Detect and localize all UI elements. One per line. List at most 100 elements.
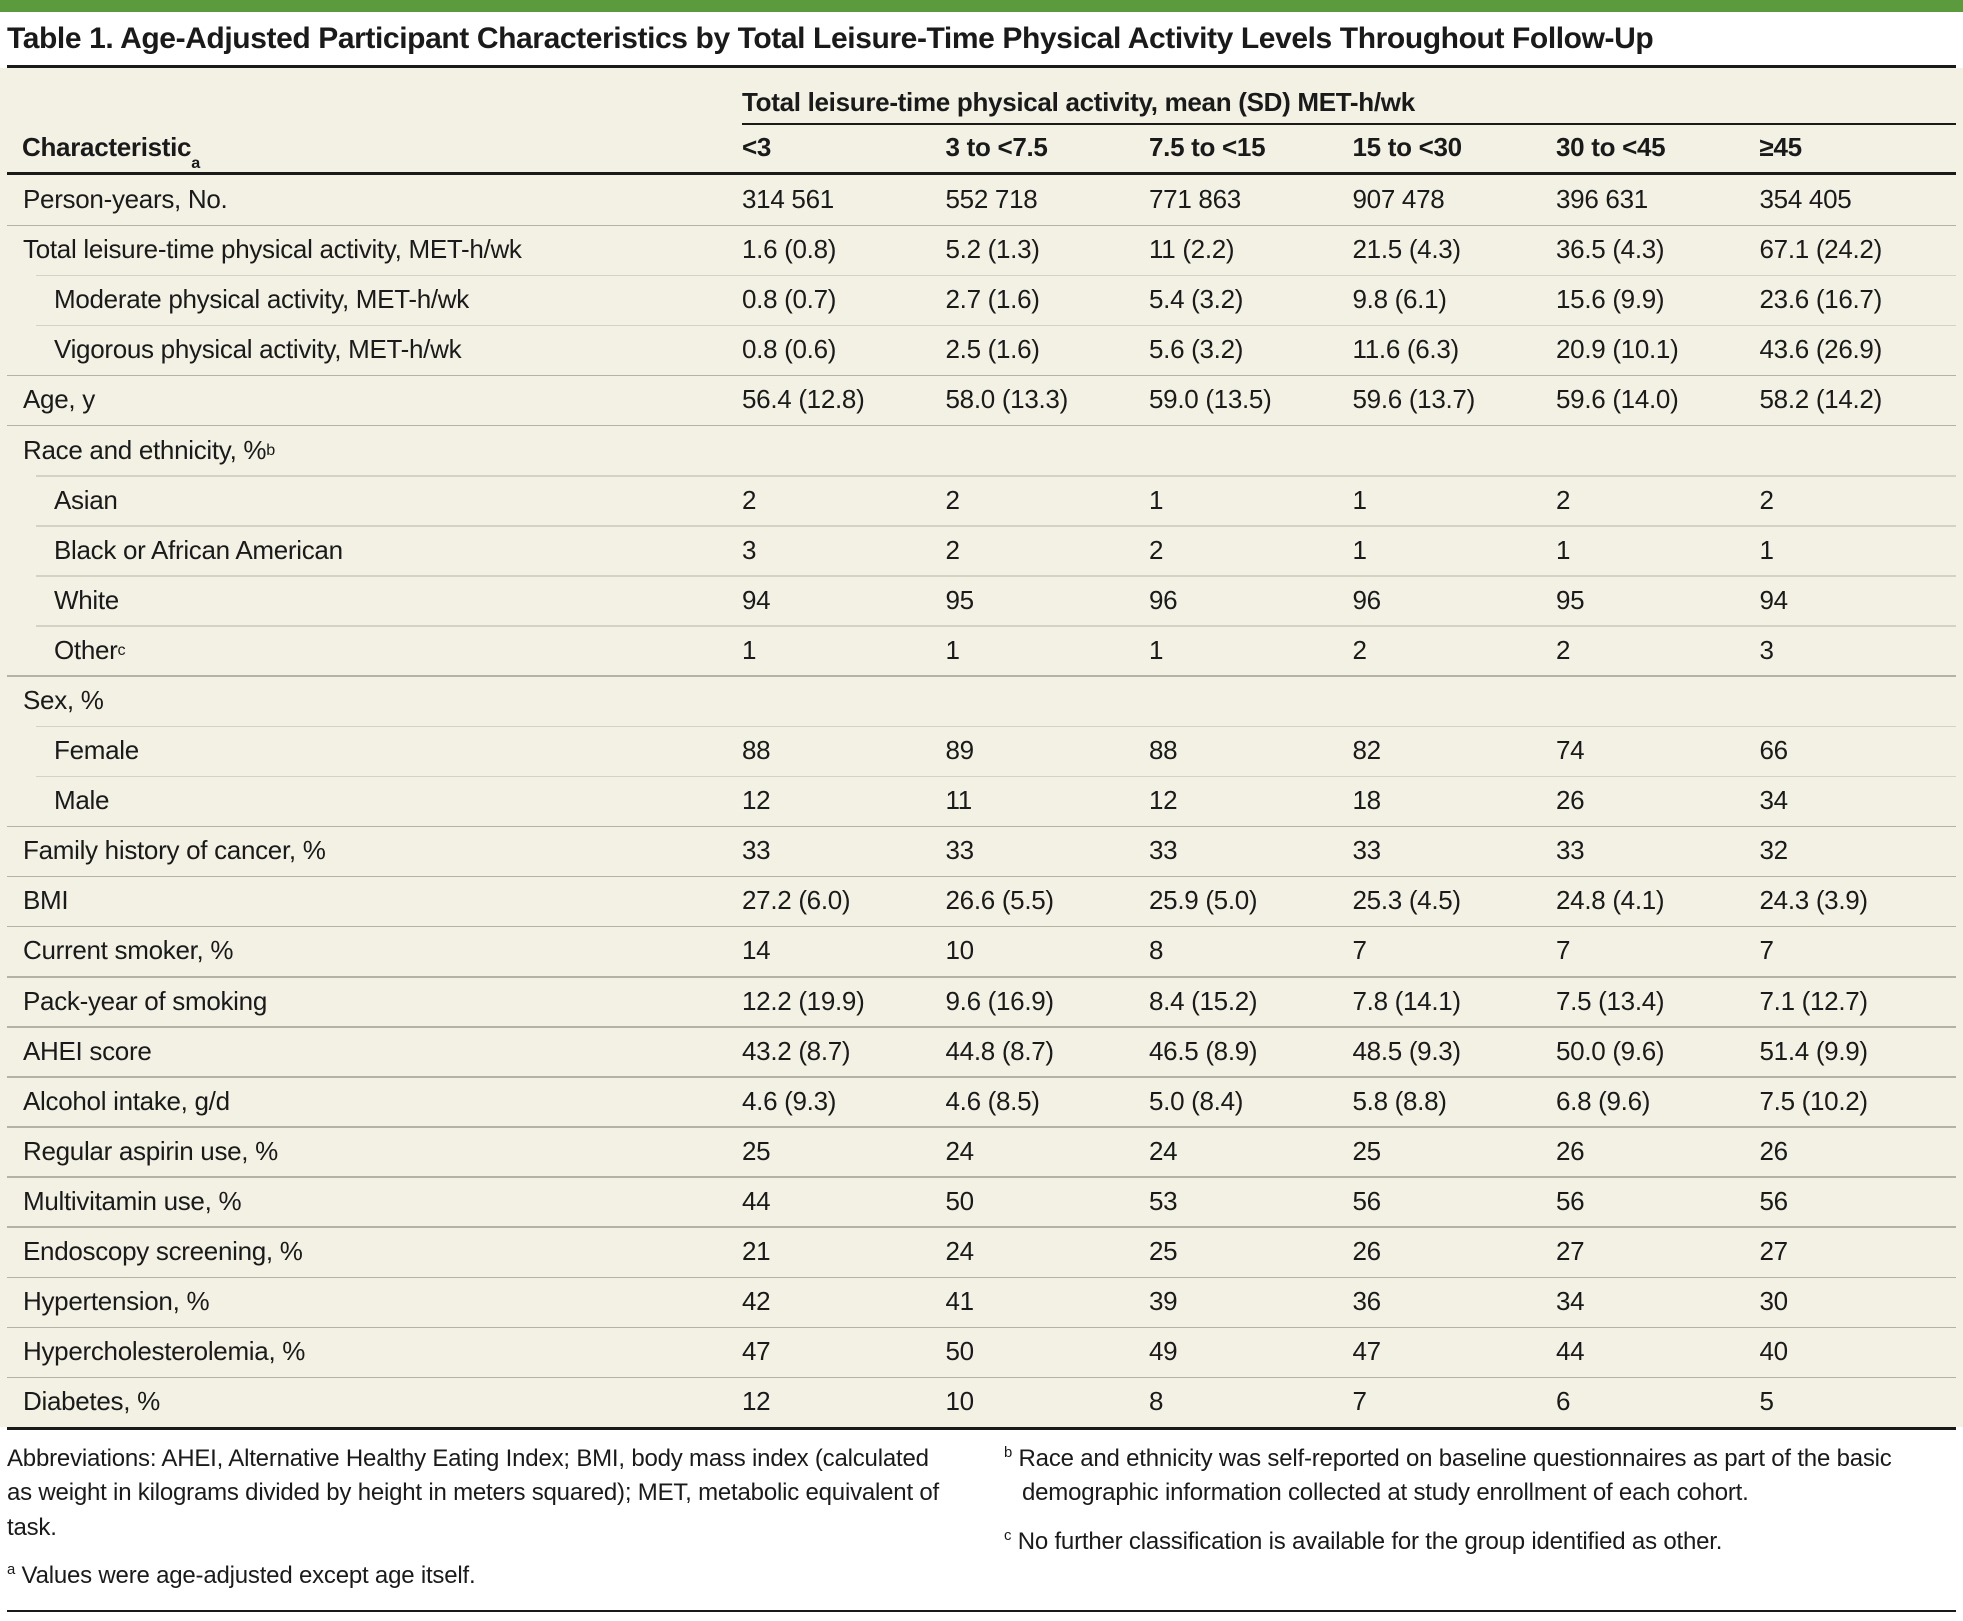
row-value <box>946 425 1150 475</box>
row-value: 1 <box>1759 534 1774 565</box>
footnote: c No further classification is available… <box>1004 1527 1723 1555</box>
row-value: 552 718 <box>945 184 1038 215</box>
row-value: 4.6 (9.3) <box>742 1085 837 1116</box>
row-value: 2 <box>1759 484 1774 515</box>
row-value: 25 <box>1149 1236 1178 1267</box>
footnote: b Race and ethnicity was self-reported o… <box>1004 1445 1892 1507</box>
row-value: 26 <box>1556 785 1585 816</box>
footnotes-right-column: b Race and ethnicity was self-reported o… <box>1004 1442 1953 1606</box>
row-value: 2 <box>742 484 757 515</box>
row-value: 6.8 (9.6) <box>1556 1085 1651 1116</box>
row-value <box>742 425 946 475</box>
row-value: 11 (2.2) <box>1149 234 1235 265</box>
row-value: 2 <box>945 484 960 515</box>
row-value: 24.3 (3.9) <box>1759 885 1869 916</box>
row-value: 1 <box>1352 484 1367 515</box>
row-value: 2 <box>1556 484 1571 515</box>
row-value <box>742 675 946 725</box>
row-value: 18 <box>1352 785 1382 816</box>
footnote-marker: a <box>7 1561 16 1578</box>
row-value: 2 <box>945 534 960 565</box>
column-header: 15 to <30 <box>1352 131 1463 162</box>
table-row: Female 88 89 88 82 74 66 <box>0 725 1963 776</box>
table-row: Age, y 56.4 (12.8) 58.0 (13.3) 59.0 (13.5) 5… <box>0 374 1963 425</box>
row-value: 46.5 (8.9) <box>1149 1035 1258 1066</box>
row-value: 82 <box>1352 735 1382 766</box>
column-header: ≥45 <box>1759 131 1803 162</box>
footnote-marker: b <box>1004 1445 1013 1462</box>
row-value: 25 <box>1352 1135 1382 1166</box>
table-row: Multivitamin use, % 44 50 53 56 56 56 <box>0 1176 1963 1226</box>
footnotes-section: Abbreviations: AHEI, Alternative Healthy… <box>0 1430 1963 1621</box>
row-value: 53 <box>1149 1185 1178 1216</box>
row-value: 32 <box>1759 835 1789 866</box>
row-value: 88 <box>1149 735 1178 766</box>
row-label: Male <box>54 785 110 816</box>
row-value: 26 <box>1556 1135 1585 1166</box>
row-value: 59.0 (13.5) <box>1149 384 1272 415</box>
row-value: 1 <box>945 634 960 665</box>
row-label: Moderate physical activity, MET-h/wk <box>54 284 469 315</box>
row-value: 6 <box>1556 1386 1571 1417</box>
row-value: 24.8 (4.1) <box>1556 885 1665 916</box>
row-value: 3 <box>1759 634 1774 665</box>
page-bottom-divider <box>7 1609 1956 1613</box>
row-value: 2.5 (1.6) <box>945 334 1040 365</box>
row-value: 27 <box>1759 1236 1789 1267</box>
row-label: Total leisure-time physical activity, ME… <box>23 234 522 265</box>
row-value: 2 <box>1149 534 1164 565</box>
row-value: 5.6 (3.2) <box>1149 334 1244 365</box>
row-value: 10 <box>945 1386 975 1417</box>
table-bottom-divider <box>7 1426 1956 1431</box>
row-value: 7 <box>1352 1386 1367 1417</box>
row-value: 56 <box>1352 1185 1382 1216</box>
column-header: 3 to <7.5 <box>945 131 1048 162</box>
row-value: 34 <box>1556 1286 1585 1317</box>
row-value <box>1353 425 1557 475</box>
row-value: 21.5 (4.3) <box>1352 234 1462 265</box>
row-value: 58.2 (14.2) <box>1759 384 1883 415</box>
row-value: 5.0 (8.4) <box>1149 1085 1244 1116</box>
row-value: 21 <box>742 1236 771 1267</box>
row-value: 36 <box>1352 1286 1382 1317</box>
row-value: 5.2 (1.3) <box>945 234 1040 265</box>
row-value: 5.8 (8.8) <box>1352 1085 1447 1116</box>
row-label: AHEI score <box>23 1035 152 1066</box>
row-value: 43.6 (26.9) <box>1759 334 1883 365</box>
spanner-row: Total leisure-time physical activity, me… <box>0 68 1963 125</box>
row-value: 56 <box>1759 1185 1789 1216</box>
row-value: 94 <box>1759 584 1789 615</box>
row-value: 27.2 (6.0) <box>742 885 851 916</box>
row-label: BMI <box>23 885 69 916</box>
row-label: Vigorous physical activity, MET-h/wk <box>54 334 462 365</box>
table-row: Hypertension, % 42 41 39 36 34 30 <box>0 1276 1963 1327</box>
row-value: 36.5 (4.3) <box>1556 234 1665 265</box>
row-value: 33 <box>1556 835 1585 866</box>
footnotes-left-column: Abbreviations: AHEI, Alternative Healthy… <box>7 1442 956 1606</box>
row-value: 7 <box>1352 935 1367 966</box>
table-row: Person-years, No. 314 561 552 718 771 863 90… <box>0 175 1963 225</box>
row-value: 907 478 <box>1352 184 1445 215</box>
row-value: 33 <box>945 835 975 866</box>
row-value: 25.3 (4.5) <box>1352 885 1462 916</box>
row-label: Black or African American <box>54 534 343 565</box>
row-value <box>1760 425 1963 475</box>
row-label: White <box>54 584 119 615</box>
row-value: 11 <box>945 785 973 816</box>
table-row: Asian 2 2 1 1 2 2 <box>0 475 1963 525</box>
row-value: 41 <box>945 1286 975 1317</box>
table-row: Diabetes, % 12 10 8 7 6 5 <box>0 1376 1963 1427</box>
row-value: 24 <box>945 1236 975 1267</box>
row-value: 89 <box>945 735 975 766</box>
row-value: 56.4 (12.8) <box>742 384 865 415</box>
row-value: 8 <box>1149 935 1164 966</box>
row-value: 26 <box>1352 1236 1382 1267</box>
table-body: Person-years, No. 314 561 552 718 771 863 90… <box>0 175 1963 1427</box>
table-row: Race and ethnicity, % b <box>0 424 1963 475</box>
footnotes-grid: Abbreviations: AHEI, Alternative Healthy… <box>0 1430 1963 1606</box>
row-value: 27 <box>1556 1236 1585 1267</box>
row-value: 50.0 (9.6) <box>1556 1035 1665 1066</box>
row-value: 96 <box>1352 584 1382 615</box>
row-value <box>1149 425 1353 475</box>
spanner-spacer <box>0 68 742 125</box>
